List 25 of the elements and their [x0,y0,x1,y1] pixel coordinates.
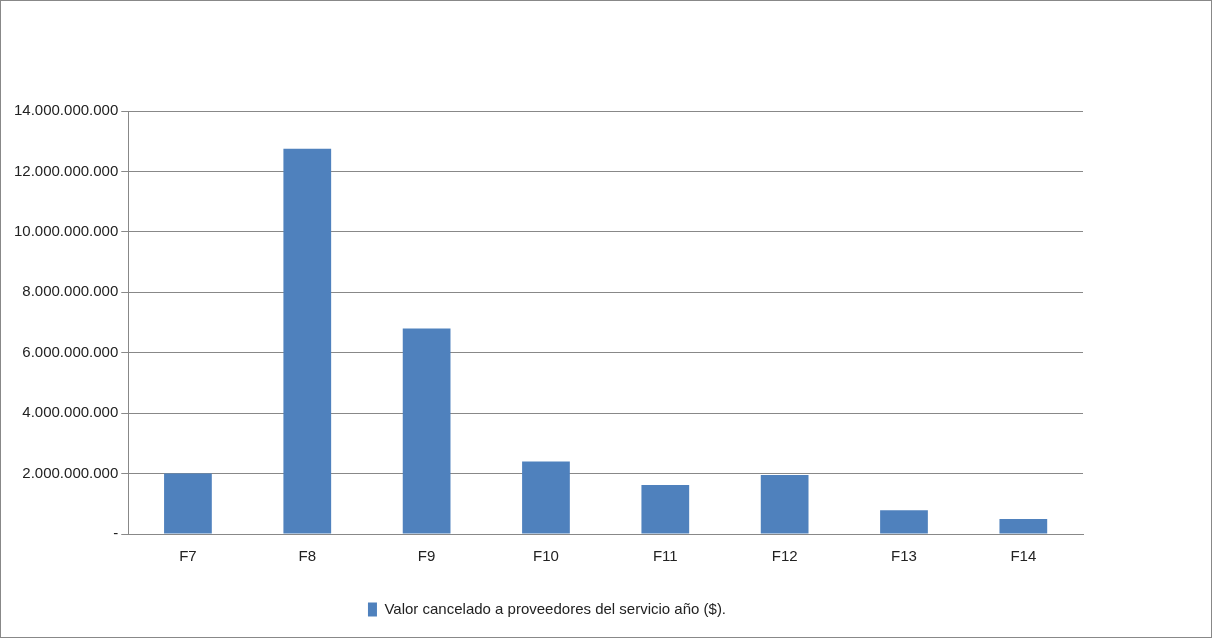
y-tick-label: 10.000.000.000 [13,222,119,239]
x-tick-label: F8 [298,547,317,565]
x-tick-label: F10 [533,547,559,565]
x-tick-label: F13 [891,547,917,565]
bar [283,148,332,534]
y-tick-label: 6.000.000.000 [22,342,119,360]
y-tick-label: 12.000.000.000 [13,161,119,179]
bar [402,328,451,534]
bar [641,485,690,534]
bar [164,473,212,534]
bar [999,518,1048,534]
y-tick-label: 4.000.000.000 [22,403,119,421]
bar [880,510,928,534]
y-tick-label: 8.000.000.000 [22,282,119,300]
bar [760,475,809,534]
y-tick-label: - [113,524,119,542]
x-tick-label: F11 [652,547,678,565]
bar [522,461,570,534]
y-tick-label: 2.000.000.000 [22,463,119,481]
x-tick-label: F12 [771,547,798,565]
legend-label: Valor cancelado a proveedores del servicio año ($). [384,599,727,617]
x-tick-label: F14 [1010,547,1037,565]
y-tick-label: 14.000.000.000 [13,101,119,119]
x-tick-label: F7 [179,547,197,565]
x-tick-label: F9 [417,547,436,565]
